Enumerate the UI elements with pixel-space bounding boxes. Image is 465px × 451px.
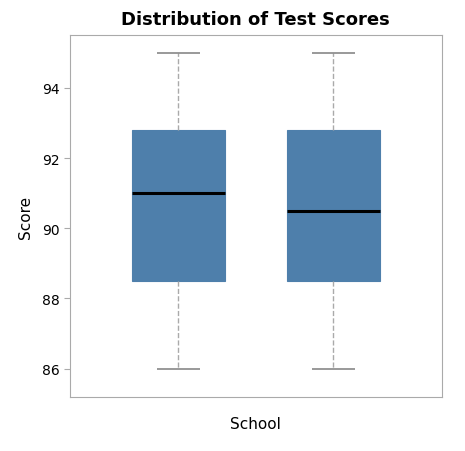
Bar — [287, 131, 380, 281]
Y-axis label: Score: Score — [18, 195, 33, 238]
Title: Distribution of Test Scores: Distribution of Test Scores — [121, 11, 390, 29]
X-axis label: School: School — [230, 415, 281, 431]
Bar — [132, 131, 225, 281]
